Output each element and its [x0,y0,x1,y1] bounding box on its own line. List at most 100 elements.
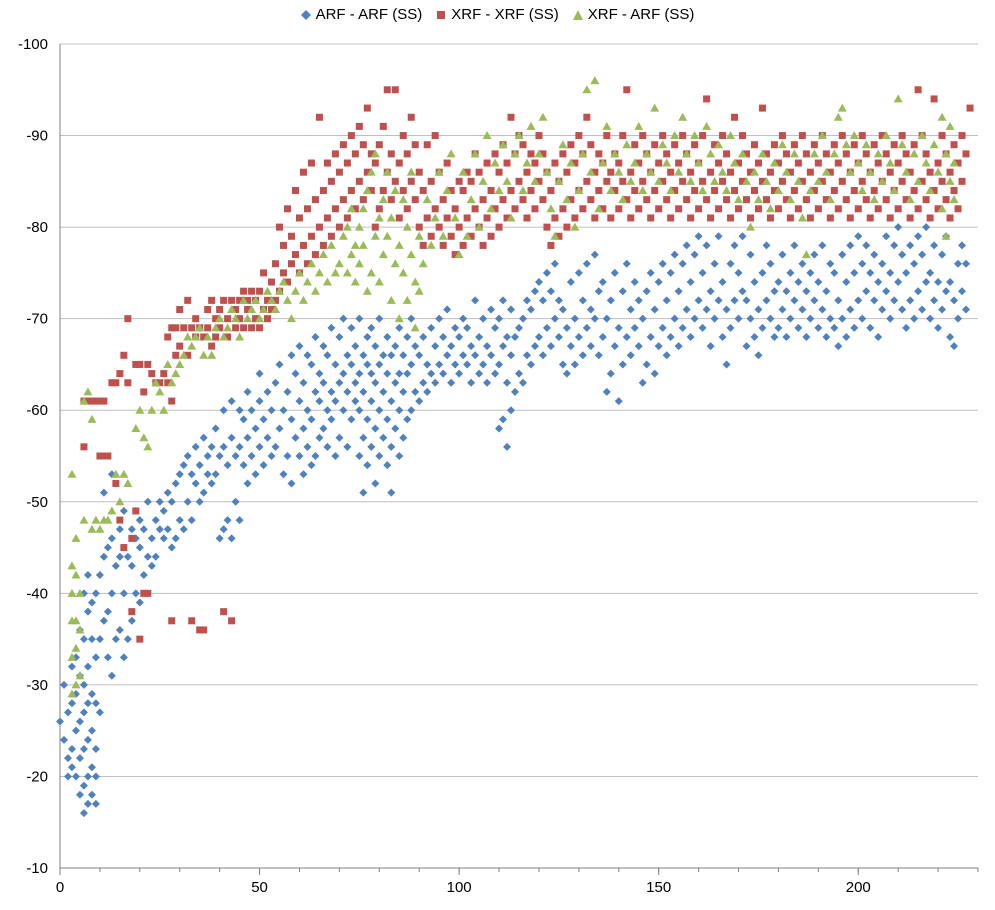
data-point [103,543,112,552]
data-point [478,176,488,185]
data-point [507,113,515,121]
data-point [334,259,344,268]
data-point [678,112,688,121]
data-point [446,149,456,158]
data-point [750,186,758,194]
data-point [87,726,96,735]
data-point [523,214,531,222]
data-point [107,671,116,680]
data-point [675,205,683,213]
data-point [874,278,883,287]
data-point [120,544,128,552]
data-point [778,177,786,185]
data-point [495,424,504,433]
data-point [168,397,176,405]
data-point [618,360,627,369]
data-point [623,196,631,204]
data-point [582,259,591,268]
data-point [339,141,347,149]
data-point [323,442,332,451]
data-point [279,470,288,479]
data-point [607,168,615,176]
data-point [594,204,604,213]
data-point [590,76,600,85]
data-point [834,342,843,351]
data-point [886,168,894,176]
data-point [467,177,475,185]
data-point [91,699,100,708]
data-point [845,167,855,176]
data-point [331,360,340,369]
data-point [362,185,372,194]
data-point [59,680,68,689]
data-point [343,351,352,360]
data-point [224,315,232,323]
data-point [379,387,388,396]
data-point [946,168,954,176]
data-point [479,196,487,204]
data-point [794,323,803,332]
data-point [399,433,408,442]
data-point [351,150,359,158]
data-point [734,314,743,323]
data-point [710,176,720,185]
data-point [311,251,319,259]
data-point [769,158,779,167]
data-point [877,176,887,185]
data-point [703,95,711,103]
data-point [674,342,683,351]
data-point [467,232,475,240]
data-point [618,195,628,204]
data-point [311,196,319,204]
data-point [284,278,292,286]
data-point [100,397,108,405]
data-point [92,397,100,405]
data-point [116,516,124,524]
data-point [327,177,335,185]
data-point [379,122,387,130]
data-point [423,214,431,222]
data-point [683,196,691,204]
data-point [135,598,144,607]
legend-item-xrf-arf: XRF - ARF (SS) [572,6,694,23]
data-point [212,333,220,341]
data-point [175,516,184,525]
data-point [499,342,508,351]
data-point [183,332,193,341]
data-point [295,214,303,222]
data-point [283,452,292,460]
data-point [423,360,432,369]
data-point [718,167,728,176]
data-point [447,342,456,351]
data-point [926,214,934,222]
data-point [311,387,320,396]
data-point [199,350,209,359]
data-point [239,461,248,470]
data-point [359,351,368,360]
data-point [139,525,148,534]
data-point [303,260,311,268]
data-point [598,278,607,287]
data-point [679,177,687,185]
data-point [307,159,315,167]
data-point [790,141,798,149]
data-point [745,222,755,231]
data-point [75,588,85,597]
data-point [925,185,935,194]
data-point [83,772,92,781]
data-point [782,196,790,204]
data-point [99,488,108,497]
data-point [347,360,356,369]
data-point [638,314,647,323]
data-point [606,296,615,305]
data-point [715,159,723,167]
data-point [934,205,942,213]
data-point [870,186,878,194]
data-point [897,140,907,149]
data-point [403,332,412,341]
data-point [691,186,699,194]
data-point [563,168,571,176]
data-point [188,617,196,625]
data-point [307,360,316,369]
data-point [587,196,595,204]
